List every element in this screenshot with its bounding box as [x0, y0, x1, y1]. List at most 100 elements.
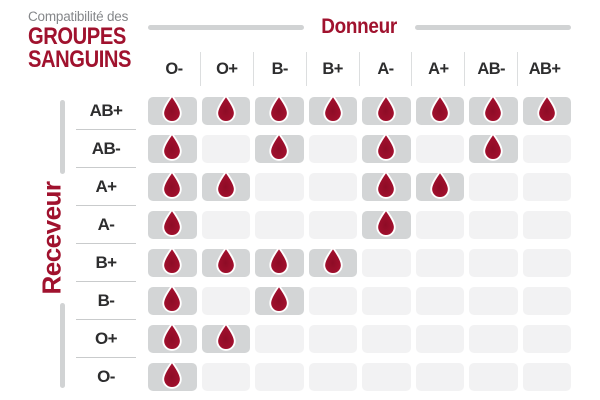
blood-drop-icon: [430, 94, 450, 123]
grid-cell-abneg-from-apos: [415, 135, 464, 163]
blood-drop-icon: [162, 208, 182, 237]
grid-cell-bneg-from-bneg: [255, 284, 304, 315]
grid-cell-abneg-from-bpos: [308, 135, 357, 163]
column-header-abpos: AB+: [528, 59, 561, 78]
grid-cell-aneg-from-opos: [201, 211, 250, 239]
grid-cell-abneg-from-abneg: [469, 132, 518, 163]
grid-cell-bpos-from-oneg: [148, 246, 197, 277]
blood-drop-icon: [216, 170, 236, 199]
grid-cell-bneg-from-abpos: [522, 287, 571, 315]
row-label-bneg: B-: [76, 282, 136, 320]
grid-cell-abpos-from-abpos: [522, 94, 571, 125]
blood-drop-icon: [269, 94, 289, 123]
receiver-rule-top: [60, 100, 65, 174]
blood-drop-icon: [323, 94, 343, 123]
grid-cell-bpos-from-abneg: [469, 249, 518, 277]
blood-drop-icon: [376, 208, 396, 237]
blood-drop-icon: [269, 132, 289, 161]
grid-cell-apos-from-abneg: [469, 173, 518, 201]
blood-drop-icon: [323, 246, 343, 275]
column-header-bneg: B-: [254, 52, 307, 86]
grid-cell-abneg-from-abpos: [522, 135, 571, 163]
donor-column-headers: O- O+ B- B+ A- A+ AB- AB+: [148, 52, 571, 86]
grid-cell-apos-from-bneg: [255, 173, 304, 201]
blood-drop-icon: [430, 170, 450, 199]
grid-cell-opos-from-apos: [415, 325, 464, 353]
grid-cell-abneg-from-aneg: [362, 132, 411, 163]
grid-cell-bpos-from-bneg: [255, 246, 304, 277]
grid-cell-apos-from-opos: [201, 170, 250, 201]
row-label-abneg: AB-: [76, 130, 136, 168]
chart-title-block: Compatibilité des GROUPES SANGUINS: [28, 9, 158, 72]
grid-cell-oneg-from-bpos: [308, 363, 357, 391]
row-label-bpos: B+: [76, 244, 136, 282]
grid-cell-bneg-from-abneg: [469, 287, 518, 315]
grid-cell-oneg-from-opos: [201, 363, 250, 391]
grid-cell-bneg-from-bpos: [308, 287, 357, 315]
column-header-opos: O+: [201, 52, 254, 86]
row-label-aneg: A-: [76, 206, 136, 244]
grid-cell-oneg-from-bneg: [255, 363, 304, 391]
grid-cell-bneg-from-opos: [201, 287, 250, 315]
blood-drop-icon: [162, 322, 182, 351]
grid-cell-bneg-from-oneg: [148, 284, 197, 315]
grid-cell-abpos-from-aneg: [362, 94, 411, 125]
blood-drop-icon: [162, 170, 182, 199]
column-header-aneg: A-: [360, 52, 413, 86]
grid-cell-oneg-from-oneg: [148, 360, 197, 391]
blood-drop-icon: [483, 132, 503, 161]
row-label-apos: A+: [76, 168, 136, 206]
blood-drop-icon: [162, 360, 182, 389]
receiver-row-labels: AB+ AB- A+ A- B+ B- O+ O-: [76, 92, 136, 396]
grid-cell-apos-from-oneg: [148, 170, 197, 201]
blood-drop-icon: [216, 246, 236, 275]
grid-cell-opos-from-oneg: [148, 322, 197, 353]
grid-cell-oneg-from-abpos: [522, 363, 571, 391]
row-label-abpos: AB+: [76, 92, 136, 130]
donor-axis-header: Donneur: [148, 15, 572, 39]
column-header-apos: A+: [412, 52, 466, 86]
grid-cell-bpos-from-opos: [201, 246, 250, 277]
grid-cell-abpos-from-bpos: [308, 94, 357, 125]
grid-cell-apos-from-bpos: [308, 173, 357, 201]
column-header-oneg: O-: [148, 52, 201, 86]
receiver-axis-label: Receveur: [36, 181, 67, 295]
grid-cell-abpos-from-oneg: [148, 94, 197, 125]
grid-cell-aneg-from-abneg: [469, 211, 518, 239]
grid-cell-opos-from-aneg: [362, 325, 411, 353]
grid-cell-abpos-from-bneg: [255, 94, 304, 125]
blood-drop-icon: [376, 170, 396, 199]
row-label-opos: O+: [76, 320, 136, 358]
grid-cell-aneg-from-aneg: [362, 208, 411, 239]
grid-cell-aneg-from-bneg: [255, 211, 304, 239]
grid-cell-bpos-from-abpos: [522, 249, 571, 277]
grid-cell-opos-from-opos: [201, 322, 250, 353]
title-line-sanguins: SANGUINS: [28, 45, 132, 73]
donor-rule-left: [148, 24, 305, 30]
grid-cell-oneg-from-abneg: [469, 363, 518, 391]
blood-drop-icon: [216, 322, 236, 351]
grid-cell-aneg-from-abpos: [522, 211, 571, 239]
grid-cell-apos-from-aneg: [362, 170, 411, 201]
title-line-groupes: GROUPES: [28, 23, 126, 50]
grid-cell-oneg-from-aneg: [362, 363, 411, 391]
grid-cell-aneg-from-bpos: [308, 211, 357, 239]
blood-drop-icon: [216, 94, 236, 123]
blood-drop-icon: [162, 94, 182, 123]
row-label-oneg: O-: [97, 367, 115, 386]
grid-cell-opos-from-bpos: [308, 325, 357, 353]
title-main: GROUPES SANGUINS: [28, 23, 137, 73]
blood-drop-icon: [376, 132, 396, 161]
column-header-abneg: AB-: [465, 52, 519, 86]
blood-drop-icon: [269, 246, 289, 275]
grid-cell-abneg-from-bneg: [255, 132, 304, 163]
grid-cell-opos-from-abpos: [522, 325, 571, 353]
grid-cell-bneg-from-apos: [415, 287, 464, 315]
blood-drop-icon: [537, 94, 557, 123]
column-header-bpos: B+: [307, 52, 360, 86]
blood-drop-icon: [269, 284, 289, 313]
grid-cell-abpos-from-opos: [201, 94, 250, 125]
grid-cell-bpos-from-aneg: [362, 249, 411, 277]
title-subtitle: Compatibilité des: [28, 9, 129, 24]
